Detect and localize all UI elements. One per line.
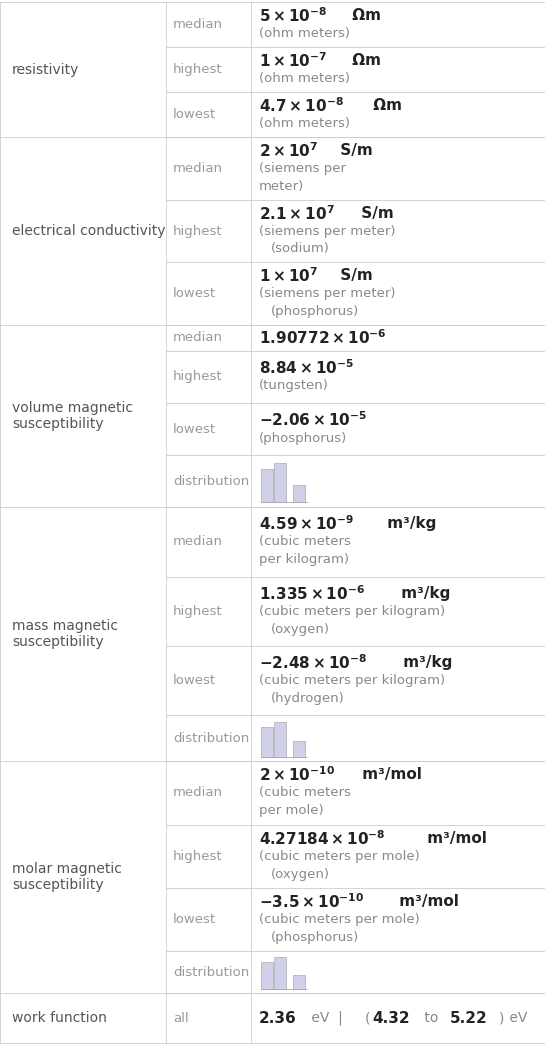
Text: (phosphorus): (phosphorus) bbox=[271, 305, 359, 318]
Text: (phosphorus): (phosphorus) bbox=[259, 432, 347, 444]
Text: eV: eV bbox=[505, 1012, 528, 1025]
Text: (ohm meters): (ohm meters) bbox=[259, 72, 350, 86]
Text: (phosphorus): (phosphorus) bbox=[271, 931, 359, 944]
Text: S/m: S/m bbox=[356, 206, 394, 220]
Text: median: median bbox=[173, 18, 223, 31]
Text: median: median bbox=[173, 162, 223, 176]
Bar bbox=[261, 469, 272, 503]
Text: highest: highest bbox=[173, 64, 223, 76]
Text: (siemens per meter): (siemens per meter) bbox=[259, 225, 395, 237]
Text: highest: highest bbox=[173, 605, 223, 618]
Text: distribution: distribution bbox=[173, 732, 250, 745]
Bar bbox=[293, 975, 305, 989]
Text: m³/kg: m³/kg bbox=[396, 586, 450, 601]
Text: mass magnetic
susceptibility: mass magnetic susceptibility bbox=[12, 620, 118, 649]
Text: lowest: lowest bbox=[173, 287, 216, 300]
Text: volume magnetic
susceptibility: volume magnetic susceptibility bbox=[12, 401, 133, 432]
Bar bbox=[274, 722, 286, 757]
Text: $\mathbf{2 \times 10^{7}}$: $\mathbf{2 \times 10^{7}}$ bbox=[259, 141, 318, 160]
Text: to: to bbox=[421, 1012, 443, 1025]
Text: $\mathbf{4.27184 \times 10^{-8}}$: $\mathbf{4.27184 \times 10^{-8}}$ bbox=[259, 829, 385, 847]
Text: 4.32: 4.32 bbox=[372, 1011, 409, 1025]
Text: (ohm meters): (ohm meters) bbox=[259, 27, 350, 40]
Text: lowest: lowest bbox=[173, 422, 216, 436]
Text: (: ( bbox=[365, 1012, 371, 1025]
Bar bbox=[274, 957, 286, 989]
Text: S/m: S/m bbox=[335, 269, 373, 283]
Bar bbox=[293, 741, 305, 757]
Text: distribution: distribution bbox=[173, 966, 250, 978]
Text: all: all bbox=[173, 1012, 189, 1024]
Text: (sodium): (sodium) bbox=[271, 242, 330, 255]
Text: (hydrogen): (hydrogen) bbox=[271, 692, 344, 705]
Text: $\mathbf{-2.48 \times 10^{-8}}$: $\mathbf{-2.48 \times 10^{-8}}$ bbox=[259, 653, 367, 672]
Bar bbox=[261, 962, 272, 989]
Text: ): ) bbox=[499, 1012, 504, 1025]
Text: median: median bbox=[173, 787, 223, 799]
Text: (cubic meters per mole): (cubic meters per mole) bbox=[259, 850, 420, 863]
Bar bbox=[274, 463, 286, 503]
Text: highest: highest bbox=[173, 370, 223, 384]
Text: $\mathbf{1 \times 10^{-7}}$: $\mathbf{1 \times 10^{-7}}$ bbox=[259, 51, 327, 70]
Text: m³/mol: m³/mol bbox=[422, 831, 487, 845]
Text: (tungsten): (tungsten) bbox=[259, 379, 329, 392]
Text: $\mathbf{-3.5 \times 10^{-10}}$: $\mathbf{-3.5 \times 10^{-10}}$ bbox=[259, 892, 364, 910]
Text: lowest: lowest bbox=[173, 109, 216, 121]
Text: (siemens per meter): (siemens per meter) bbox=[259, 287, 395, 300]
Text: $\mathbf{2 \times 10^{-10}}$: $\mathbf{2 \times 10^{-10}}$ bbox=[259, 766, 335, 785]
Text: (cubic meters: (cubic meters bbox=[259, 787, 350, 799]
Text: per kilogram): per kilogram) bbox=[259, 554, 349, 566]
Text: (oxygen): (oxygen) bbox=[271, 623, 330, 635]
Bar bbox=[293, 485, 305, 503]
Text: highest: highest bbox=[173, 225, 223, 237]
Text: $\mathbf{2.1 \times 10^{7}}$: $\mathbf{2.1 \times 10^{7}}$ bbox=[259, 204, 335, 223]
Text: (cubic meters per kilogram): (cubic meters per kilogram) bbox=[259, 605, 445, 618]
Text: 2.36: 2.36 bbox=[259, 1011, 296, 1025]
Text: distribution: distribution bbox=[173, 474, 250, 488]
Text: (cubic meters: (cubic meters bbox=[259, 535, 350, 549]
Text: median: median bbox=[173, 331, 223, 344]
Text: (ohm meters): (ohm meters) bbox=[259, 117, 350, 131]
Text: Ωm: Ωm bbox=[368, 98, 402, 114]
Text: $\mathbf{1.90772 \times 10^{-6}}$: $\mathbf{1.90772 \times 10^{-6}}$ bbox=[259, 328, 386, 347]
Text: $\mathbf{5 \times 10^{-8}}$: $\mathbf{5 \times 10^{-8}}$ bbox=[259, 6, 327, 25]
Text: (siemens per: (siemens per bbox=[259, 162, 346, 176]
Text: S/m: S/m bbox=[335, 143, 373, 159]
Bar bbox=[261, 727, 272, 757]
Text: work function: work function bbox=[12, 1012, 107, 1025]
Text: Ωm: Ωm bbox=[347, 8, 381, 23]
Text: per mole): per mole) bbox=[259, 805, 323, 817]
Text: $\mathbf{-2.06 \times 10^{-5}}$: $\mathbf{-2.06 \times 10^{-5}}$ bbox=[259, 411, 367, 429]
Text: meter): meter) bbox=[259, 180, 304, 193]
Text: m³/mol: m³/mol bbox=[357, 767, 422, 783]
Text: electrical conductivity: electrical conductivity bbox=[12, 224, 166, 238]
Text: median: median bbox=[173, 535, 223, 549]
Text: m³/kg: m³/kg bbox=[382, 516, 436, 532]
Text: $\mathbf{4.59 \times 10^{-9}}$: $\mathbf{4.59 \times 10^{-9}}$ bbox=[259, 514, 354, 533]
Text: lowest: lowest bbox=[173, 913, 216, 926]
Text: eV  |: eV | bbox=[307, 1011, 352, 1025]
Text: (cubic meters per mole): (cubic meters per mole) bbox=[259, 913, 420, 926]
Text: molar magnetic
susceptibility: molar magnetic susceptibility bbox=[12, 862, 122, 892]
Text: (oxygen): (oxygen) bbox=[271, 867, 330, 881]
Text: Ωm: Ωm bbox=[347, 53, 381, 68]
Text: $\mathbf{4.7 \times 10^{-8}}$: $\mathbf{4.7 \times 10^{-8}}$ bbox=[259, 96, 343, 115]
Text: $\mathbf{1.335 \times 10^{-6}}$: $\mathbf{1.335 \times 10^{-6}}$ bbox=[259, 584, 365, 603]
Text: resistivity: resistivity bbox=[12, 63, 80, 76]
Text: m³/kg: m³/kg bbox=[398, 655, 453, 670]
Text: (cubic meters per kilogram): (cubic meters per kilogram) bbox=[259, 674, 445, 687]
Text: lowest: lowest bbox=[173, 674, 216, 687]
Text: $\mathbf{8.84 \times 10^{-5}}$: $\mathbf{8.84 \times 10^{-5}}$ bbox=[259, 358, 354, 377]
Text: $\mathbf{1 \times 10^{7}}$: $\mathbf{1 \times 10^{7}}$ bbox=[259, 266, 318, 285]
Text: m³/mol: m³/mol bbox=[395, 893, 459, 909]
Text: 5.22: 5.22 bbox=[450, 1011, 488, 1025]
Text: highest: highest bbox=[173, 850, 223, 863]
